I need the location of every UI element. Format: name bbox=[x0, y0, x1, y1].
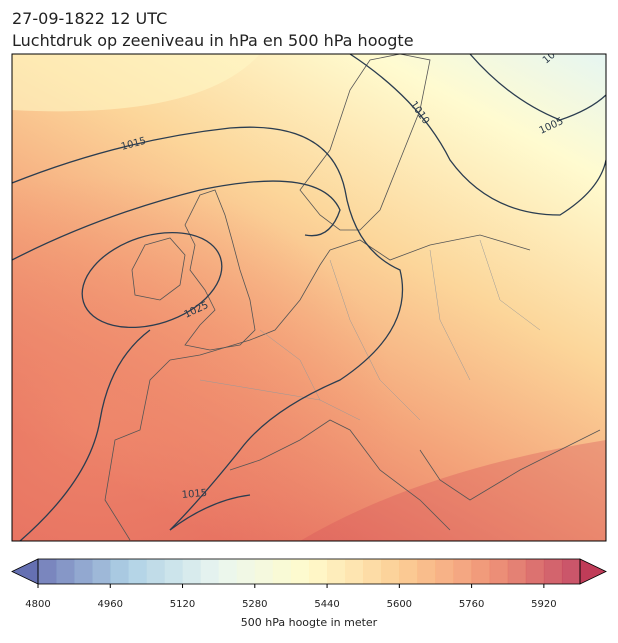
colorbar-segment bbox=[435, 559, 455, 584]
colorbar-tick-label: 4800 bbox=[25, 599, 50, 610]
colorbar-segment bbox=[218, 559, 238, 584]
title: 27-09-1822 12 UTC bbox=[12, 9, 167, 28]
map: 1015 1010 1005 1025 1015 10 bbox=[12, 54, 606, 541]
colorbar-segment bbox=[309, 559, 328, 584]
colorbar-segment bbox=[290, 559, 310, 584]
colorbar: 4800 4960 5120 5280 5440 5600 5760 5920 500 hPa … bbox=[11, 558, 607, 629]
colorbar-segment bbox=[417, 559, 436, 584]
colorbar-segment bbox=[182, 559, 202, 584]
colorbar-segment bbox=[200, 559, 220, 584]
colorbar-segment bbox=[128, 559, 147, 584]
colorbar-tick-label: 5440 bbox=[314, 599, 339, 610]
colorbar-segment bbox=[164, 559, 184, 584]
colorbar-segment bbox=[381, 559, 400, 584]
colorbar-segment bbox=[471, 559, 491, 584]
colorbar-segment bbox=[399, 559, 418, 584]
colorbar-tick-label: 5280 bbox=[242, 599, 267, 610]
map-frame bbox=[11, 53, 607, 542]
colorbar-segment bbox=[345, 559, 364, 584]
colorbar-tick-label: 5920 bbox=[531, 599, 556, 610]
subtitle: Luchtdruk op zeeniveau in hPa en 500 hPa… bbox=[12, 31, 414, 50]
colorbar-tick-label: 5120 bbox=[170, 599, 195, 610]
colorbar-extend-high bbox=[579, 558, 607, 585]
colorbar-segment bbox=[525, 559, 545, 584]
colorbar-segment bbox=[507, 559, 527, 584]
colorbar-frame bbox=[37, 558, 581, 585]
colorbar-segment bbox=[236, 559, 256, 584]
colorbar-segment bbox=[561, 559, 581, 584]
colorbar-tick-label: 4960 bbox=[98, 599, 123, 610]
colorbar-segment bbox=[254, 559, 274, 584]
colorbar-tick-label: 5600 bbox=[387, 599, 412, 610]
contour-label: 1015 bbox=[181, 488, 207, 501]
coastlines bbox=[104, 54, 601, 541]
colorbar-segment bbox=[56, 559, 75, 584]
colorbar-segment bbox=[74, 559, 93, 584]
colorbar-segment bbox=[489, 559, 509, 584]
colorbar-segment bbox=[363, 559, 382, 584]
colorbar-segment bbox=[453, 559, 473, 584]
height-band bbox=[12, 54, 260, 112]
colorbar-segment bbox=[146, 559, 165, 584]
colorbar-tick-label: 5760 bbox=[459, 599, 484, 610]
colorbar-label: 500 hPa hoogte in meter bbox=[241, 616, 378, 629]
colorbar-segment bbox=[327, 559, 346, 584]
height-field-warm bbox=[12, 54, 606, 541]
borders bbox=[199, 239, 541, 421]
colorbar-segment bbox=[92, 559, 111, 584]
colorbar-segment bbox=[543, 559, 563, 584]
isobars bbox=[12, 54, 606, 541]
colorbar-extend-low bbox=[11, 558, 39, 585]
colorbar-segment bbox=[110, 559, 129, 584]
colorbar-segment bbox=[272, 559, 292, 584]
colorbar-segment bbox=[38, 559, 57, 584]
